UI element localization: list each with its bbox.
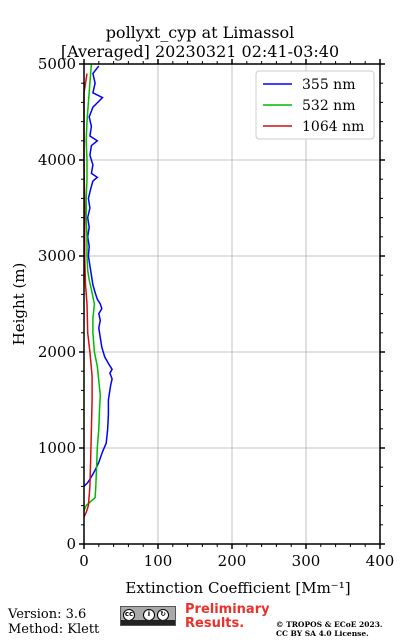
y-tick-label: 4000 bbox=[38, 151, 76, 169]
preliminary-line1: Preliminary bbox=[185, 602, 270, 617]
chart-title-line1: pollyxt_cyp at Limassol bbox=[105, 23, 295, 42]
legend-entry: 355 nm bbox=[302, 77, 355, 93]
y-axis-label: Height (m) bbox=[10, 263, 28, 346]
x-tick-label: 300 bbox=[292, 552, 321, 570]
preliminary-results-label: Preliminary Results. bbox=[185, 603, 270, 631]
copyright-line2: CC BY SA 4.0 License. bbox=[276, 629, 369, 638]
y-tick-label: 1000 bbox=[38, 439, 76, 457]
cc-badge-bar bbox=[121, 620, 175, 625]
cc-license-badge: cc i ↻ bbox=[120, 606, 176, 626]
legend-entry: 1064 nm bbox=[302, 119, 364, 135]
legend-entry: 532 nm bbox=[302, 98, 355, 114]
x-axis-label: Extinction Coefficient [Mm⁻¹] bbox=[125, 579, 350, 597]
chart-title-line2: [Averaged] 20230321 02:41-03:40 bbox=[60, 42, 340, 61]
version-label: Version: 3.6 bbox=[8, 607, 87, 622]
y-tick-label: 5000 bbox=[38, 55, 76, 73]
y-tick-label: 3000 bbox=[38, 247, 76, 265]
x-tick-label: 200 bbox=[218, 552, 247, 570]
x-tick-label: 100 bbox=[144, 552, 173, 570]
legend-box bbox=[255, 70, 375, 140]
copyright-line1: © TROPOS & ECoE 2023. bbox=[276, 620, 383, 629]
series-line-1064-nm bbox=[83, 73, 93, 518]
copyright-notice: © TROPOS & ECoE 2023. CC BY SA 4.0 Licen… bbox=[276, 620, 383, 638]
series-line-355-nm bbox=[83, 65, 113, 487]
y-tick-label: 2000 bbox=[38, 343, 76, 361]
preliminary-line2: Results. bbox=[185, 616, 245, 631]
series-line-532-nm bbox=[83, 63, 102, 511]
x-tick-label: 400 bbox=[366, 552, 395, 570]
x-tick-label: 0 bbox=[79, 552, 89, 570]
y-tick-label: 0 bbox=[66, 535, 76, 553]
method-label: Method: Klett bbox=[8, 622, 100, 637]
